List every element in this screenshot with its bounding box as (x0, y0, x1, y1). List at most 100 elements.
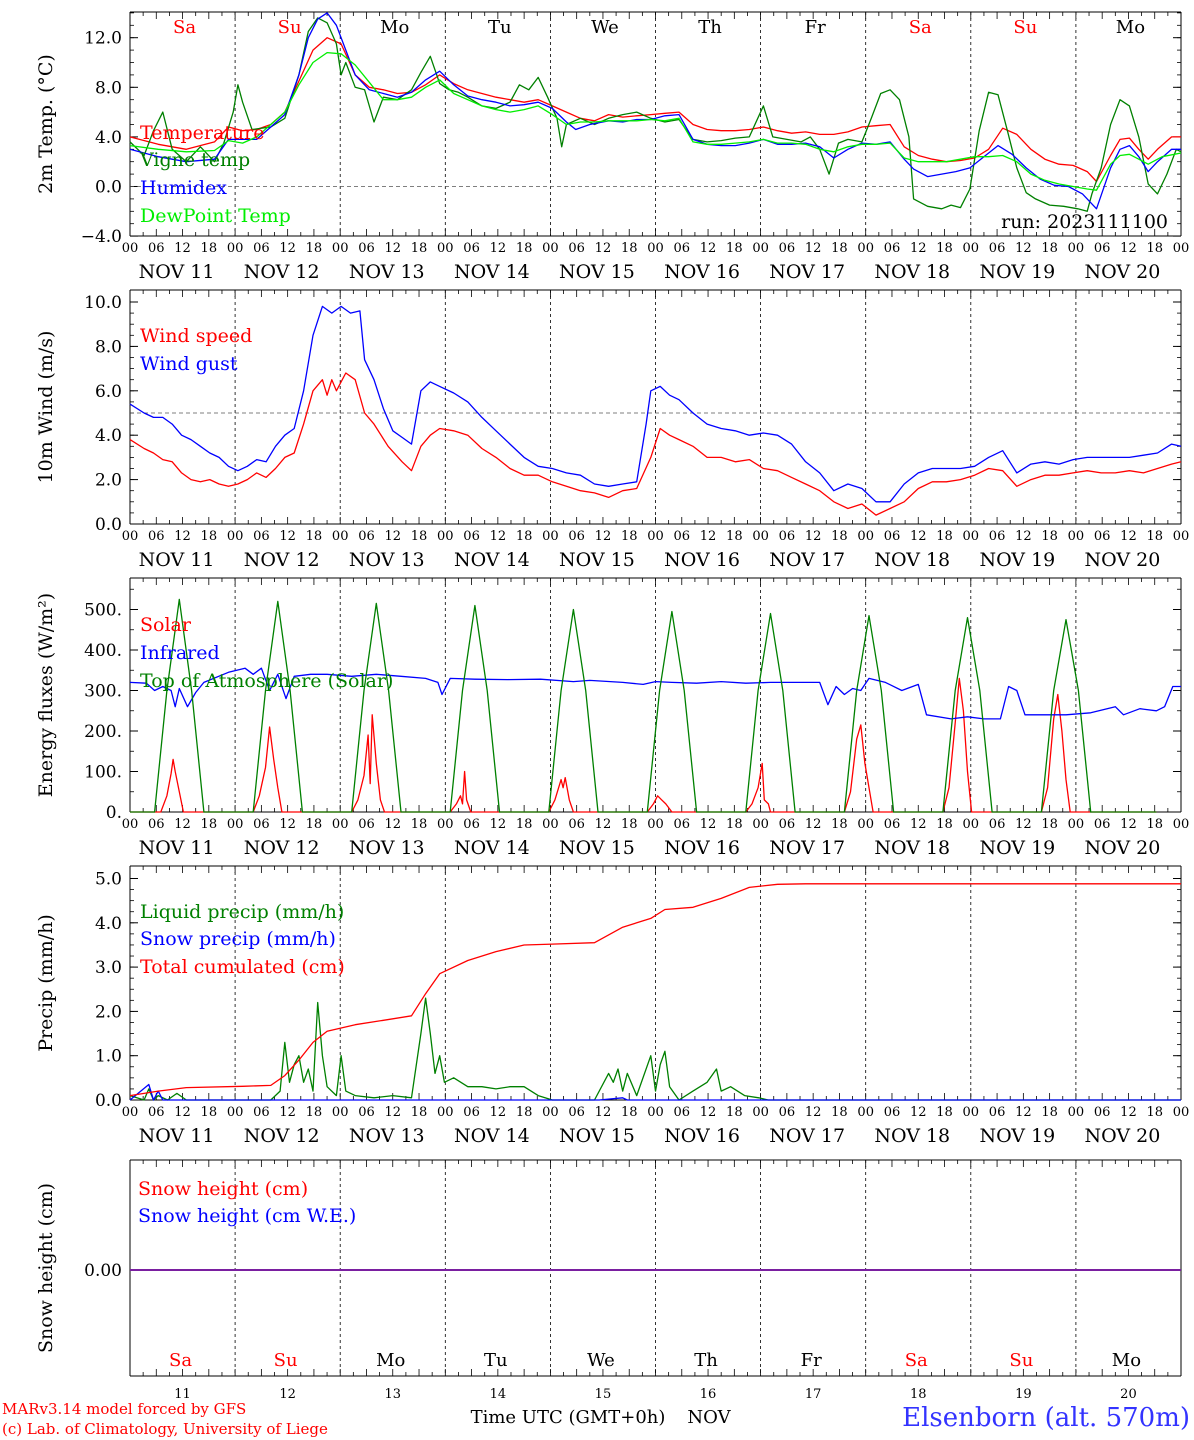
series-line-humidex (129, 12, 1181, 210)
hour-label: 00 (857, 241, 874, 256)
hour-label: 18 (1041, 817, 1058, 832)
hour-label: 06 (884, 1105, 901, 1120)
date-label: NOV 13 (349, 837, 425, 859)
hour-label: 00 (437, 529, 454, 544)
hour-label: 06 (568, 817, 585, 832)
hour-label: 12 (910, 241, 927, 256)
day-of-week-label: Tu (488, 17, 512, 38)
legend-entry: Humidex (140, 177, 227, 199)
day-of-week-label: Mo (380, 17, 409, 38)
hour-label: 06 (1094, 817, 1111, 832)
hour-label: 00 (122, 529, 139, 544)
hour-label: 12 (1015, 817, 1032, 832)
hour-label: 06 (1094, 241, 1111, 256)
date-label: NOV 15 (559, 549, 635, 571)
hour-label: 00 (752, 241, 769, 256)
hour-label: 12 (384, 529, 401, 544)
panel-2: 10.0 8.0 6.0 4.0 2.0 0.0 10m Wind (m/s) Wind sp… (35, 289, 1189, 571)
hour-label: 00 (227, 529, 244, 544)
hour-label: 00 (1068, 817, 1085, 832)
hour-label: 18 (201, 1105, 218, 1120)
series-line-temperature (129, 37, 1181, 183)
y-tick-label: 2.0 (95, 1002, 122, 1022)
date-label: NOV 18 (874, 837, 950, 859)
date-label: NOV 20 (1085, 1125, 1161, 1147)
hour-label: 18 (831, 817, 848, 832)
y-tick-label: 0.0 (95, 515, 122, 535)
hour-label: 12 (805, 529, 822, 544)
hour-label: 18 (936, 817, 953, 832)
y-tick-label: 300. (84, 682, 122, 702)
day-of-week-label: Sa (169, 1350, 192, 1371)
hour-label: 18 (621, 529, 638, 544)
date-label: NOV 17 (769, 261, 845, 283)
hour-label: 00 (332, 817, 349, 832)
panel-5: 0.00 Snow height (cm) Snow height (cm) Snow… (35, 1159, 1182, 1402)
hour-label: 18 (726, 529, 743, 544)
hour-label: 00 (122, 817, 139, 832)
hour-label: 06 (358, 529, 375, 544)
hour-label: 12 (595, 1105, 612, 1120)
hour-label: 12 (174, 817, 191, 832)
y-tick-label: 4.0 (95, 426, 122, 446)
legend-entry: Snow precip (mm/h) (140, 928, 336, 950)
day-of-week-label: Su (274, 1350, 298, 1371)
run-label: run: 2023111100 (1001, 211, 1168, 233)
hour-label: 12 (174, 529, 191, 544)
y-tick-label: 4.0 (95, 914, 122, 934)
y-tick-label: 0. (106, 803, 122, 823)
hour-label: 06 (568, 1105, 585, 1120)
hour-label: 00 (332, 529, 349, 544)
legend-entry: DewPoint Temp (140, 205, 291, 227)
panel-1: 12.0 8.0 4.0 0.0 −4.0 2m Temp. (°C) Temperatur… (35, 11, 1190, 283)
legend-entry: Snow height (cm W.E.) (138, 1205, 356, 1227)
hour-label: 06 (463, 1105, 480, 1120)
hour-label: 12 (805, 817, 822, 832)
hour-label: 00 (647, 529, 664, 544)
day-number-label: 13 (384, 1387, 401, 1402)
hour-label: 00 (857, 817, 874, 832)
hour-label: 00 (1173, 241, 1190, 256)
hour-label: 18 (621, 817, 638, 832)
hour-label: 06 (674, 241, 691, 256)
hour-label: 00 (437, 1105, 454, 1120)
hour-label: 18 (1041, 529, 1058, 544)
hour-label: 18 (516, 529, 533, 544)
y-tick-label: 500. (84, 601, 122, 621)
hour-label: 18 (936, 1105, 953, 1120)
date-label: NOV 17 (769, 1125, 845, 1147)
hour-label: 18 (411, 817, 428, 832)
series-line-solar (130, 677, 1157, 813)
hour-label: 00 (332, 1105, 349, 1120)
date-label: NOV 15 (559, 1125, 635, 1147)
panels: 12.0 8.0 4.0 0.0 −4.0 2m Temp. (°C) Temperatur… (35, 11, 1190, 1402)
hour-label: 00 (227, 241, 244, 256)
y-tick-label: 6.0 (95, 382, 122, 402)
hour-label: 06 (884, 241, 901, 256)
hour-label: 18 (306, 1105, 323, 1120)
day-of-week-label: Mo (1112, 1350, 1141, 1371)
day-of-week-label: Sa (905, 1350, 928, 1371)
hour-label: 12 (910, 1105, 927, 1120)
y-axis-label: Snow height (cm) (35, 1183, 57, 1353)
y-axis-label: Energy fluxes (W/m²) (35, 593, 57, 797)
date-label: NOV 12 (244, 837, 320, 859)
hour-label: 06 (358, 241, 375, 256)
hour-label: 06 (463, 817, 480, 832)
hour-label: 06 (463, 529, 480, 544)
day-of-week-label: Su (1009, 1350, 1033, 1371)
series-line-snow-precip-mm-h- (129, 1083, 1181, 1101)
series-line-infrared (129, 667, 1181, 720)
credit-line-2: (c) Lab. of Climatology, University of L… (2, 1420, 328, 1438)
legend-entry: Total cumulated (cm) (140, 956, 345, 978)
hour-label: 06 (253, 817, 270, 832)
hour-label: 00 (122, 1105, 139, 1120)
hour-label: 12 (1015, 529, 1032, 544)
date-label: NOV 16 (664, 837, 740, 859)
day-of-week-label: Fr (801, 1350, 822, 1371)
hour-label: 12 (490, 529, 507, 544)
day-of-week-label: Su (278, 17, 302, 38)
credit-line-1: MARv3.14 model forced by GFS (2, 1400, 246, 1418)
hour-label: 06 (779, 529, 796, 544)
hour-label: 18 (936, 241, 953, 256)
